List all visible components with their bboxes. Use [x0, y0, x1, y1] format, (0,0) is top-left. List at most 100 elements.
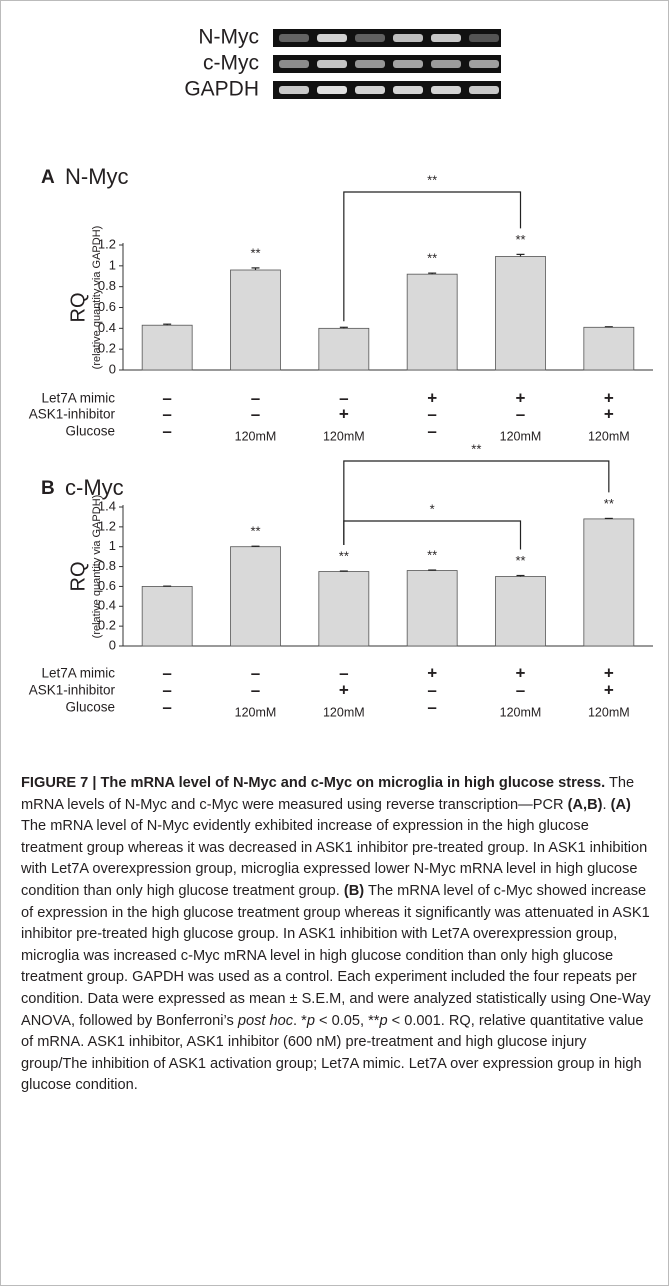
gel-band: [393, 60, 423, 68]
caption-text: < 0.05, **: [315, 1013, 380, 1029]
gel-label: GAPDH: [184, 78, 259, 101]
chart-title: N-Myc: [65, 164, 129, 189]
bar: [231, 547, 281, 646]
significance-bracket: [344, 521, 521, 550]
bar: [142, 586, 192, 646]
gel-band: [469, 60, 499, 68]
panel-letter: A: [41, 167, 55, 188]
significance-bracket: [344, 461, 609, 545]
bar: [319, 572, 369, 646]
condition-value: –: [516, 680, 525, 699]
gel-band: [431, 60, 461, 68]
bar: [584, 327, 634, 370]
significance-label: **: [250, 245, 260, 260]
condition-value: –: [251, 680, 260, 699]
condition-value: –: [427, 421, 436, 440]
panel-letter: B: [41, 478, 55, 499]
significance-label: **: [250, 524, 260, 539]
y-tick-label: 1.2: [98, 518, 116, 533]
condition-value: +: [339, 404, 349, 423]
significance-label: **: [339, 548, 349, 563]
gel-band: [317, 34, 347, 42]
gel-label: N-Myc: [198, 26, 259, 49]
condition-value: –: [427, 697, 436, 716]
bar: [584, 519, 634, 646]
gel-band: [355, 60, 385, 68]
gel-band: [431, 34, 461, 42]
caption-text: (A,B): [568, 797, 603, 813]
condition-value: +: [604, 680, 614, 699]
caption-text: p: [307, 1013, 315, 1029]
bar: [231, 270, 281, 370]
y-tick-label: 0.8: [98, 558, 116, 573]
condition-name: Glucose: [65, 424, 115, 439]
condition-name: ASK1-inhibitor: [29, 407, 116, 422]
gel-band: [393, 34, 423, 42]
gel-band: [469, 86, 499, 94]
y-tick-label: 1.2: [98, 236, 116, 251]
gel-band: [469, 34, 499, 42]
y-tick-label: 0.4: [98, 598, 116, 613]
gel-band: [279, 86, 309, 94]
bar: [142, 325, 192, 370]
y-tick-label: 0.6: [98, 299, 116, 314]
y-tick-label: 1: [109, 538, 116, 553]
condition-name: Let7A mimic: [41, 391, 115, 406]
gel-band: [431, 86, 461, 94]
gel-band: [355, 34, 385, 42]
bracket-label: **: [427, 172, 437, 187]
figure: N-Mycc-MycGAPDHAN-MycRQ(relative quantit…: [0, 0, 669, 1286]
bar: [496, 256, 546, 370]
gel-band: [279, 60, 309, 68]
gel-label: c-Myc: [203, 52, 259, 75]
y-tick-label: 0: [109, 637, 116, 652]
condition-value: –: [162, 421, 171, 440]
caption-text: post hoc: [238, 1013, 293, 1029]
y-axis-label: RQ: [67, 562, 89, 592]
gel-band: [279, 34, 309, 42]
caption: FIGURE 7 | The mRNA level of N-Myc and c…: [21, 773, 651, 1097]
condition-value: +: [339, 680, 349, 699]
figure-charts: N-Mycc-MycGAPDHAN-MycRQ(relative quantit…: [1, 1, 668, 771]
bracket-label: **: [471, 441, 481, 456]
caption-text: . *: [293, 1013, 307, 1029]
caption-text: (B): [344, 883, 364, 899]
bar: [319, 328, 369, 370]
y-tick-label: 0: [109, 361, 116, 376]
significance-label: **: [515, 232, 525, 247]
caption-text: .: [602, 797, 610, 813]
bracket-label: *: [430, 501, 435, 516]
bar: [407, 274, 457, 370]
bar: [407, 571, 457, 646]
y-tick-label: 0.2: [98, 341, 116, 356]
condition-value: 120mM: [323, 429, 365, 443]
condition-value: 120mM: [588, 705, 630, 719]
condition-value: 120mM: [500, 429, 542, 443]
condition-name: Glucose: [65, 700, 115, 715]
significance-label: **: [604, 496, 614, 511]
significance-label: **: [427, 547, 437, 562]
caption-text: FIGURE 7 | The mRNA level of N-Myc and c…: [21, 775, 605, 791]
y-axis-label: RQ: [67, 293, 89, 323]
condition-value: +: [604, 404, 614, 423]
condition-value: 120mM: [323, 705, 365, 719]
y-tick-label: 0.2: [98, 618, 116, 633]
caption-text: (A): [611, 797, 631, 813]
condition-value: 120mM: [235, 429, 277, 443]
condition-value: 120mM: [588, 429, 630, 443]
condition-name: Let7A mimic: [41, 666, 115, 681]
gel-band: [393, 86, 423, 94]
y-tick-label: 0.8: [98, 278, 116, 293]
condition-value: 120mM: [235, 705, 277, 719]
y-tick-label: 0.4: [98, 320, 116, 335]
gel-band: [317, 86, 347, 94]
caption-text: p: [379, 1013, 387, 1029]
condition-value: –: [162, 697, 171, 716]
significance-label: **: [515, 553, 525, 568]
condition-value: 120mM: [500, 705, 542, 719]
y-tick-label: 1.4: [98, 498, 116, 513]
bar: [496, 577, 546, 647]
gel-band: [317, 60, 347, 68]
condition-value: –: [251, 404, 260, 423]
caption-text: The mRNA level of c-Myc showed increase …: [21, 883, 651, 1029]
